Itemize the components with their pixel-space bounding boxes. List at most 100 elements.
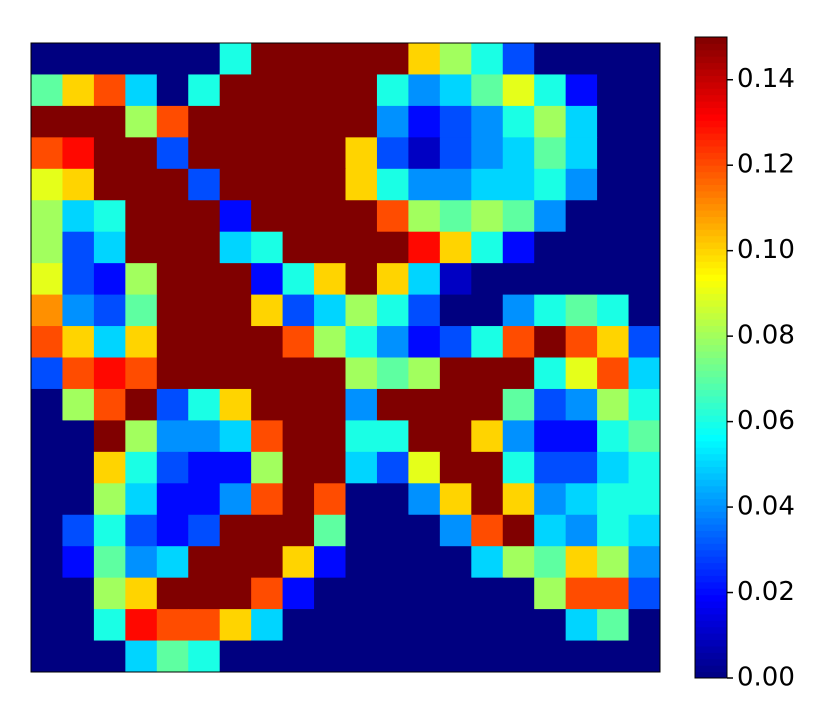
- heatmap-cell: [408, 43, 441, 75]
- colorbar-strip: [695, 274, 727, 282]
- heatmap-cell: [345, 326, 378, 358]
- colorbar-strip: [695, 620, 727, 628]
- heatmap-cell: [314, 231, 346, 264]
- heatmap-cell: [31, 483, 63, 516]
- heatmap-cell: [439, 609, 472, 642]
- heatmap-cell: [376, 74, 409, 107]
- heatmap-cell: [62, 451, 95, 484]
- colorbar-strip: [695, 43, 727, 51]
- heatmap-cell: [565, 577, 598, 610]
- heatmap-cell: [502, 326, 535, 358]
- colorbar-strip: [695, 665, 727, 673]
- heatmap-cell: [502, 640, 535, 673]
- colorbar-strip: [695, 543, 727, 551]
- heatmap-cell: [156, 546, 189, 579]
- heatmap-cell: [408, 137, 441, 170]
- colorbar-strip: [695, 325, 727, 333]
- colorbar-strip: [695, 210, 727, 217]
- heatmap-cell: [345, 388, 378, 421]
- colorbar-strip: [695, 440, 727, 448]
- colorbar-strip: [695, 517, 727, 525]
- colorbar-strip: [695, 319, 727, 326]
- heatmap-cell: [31, 168, 63, 201]
- heatmap-cell: [502, 357, 535, 390]
- heatmap-cell: [345, 294, 378, 327]
- heatmap-cell: [565, 420, 598, 453]
- heatmap-cell: [125, 640, 158, 673]
- heatmap-cell: [565, 200, 598, 233]
- heatmap-cell: [314, 609, 346, 642]
- colorbar-strip: [695, 280, 727, 288]
- heatmap-cell: [125, 105, 158, 138]
- heatmap-cell: [188, 546, 221, 579]
- heatmap-cell: [188, 294, 221, 327]
- colorbar-strip: [695, 421, 727, 429]
- heatmap-cell: [125, 263, 158, 296]
- heatmap-cell: [597, 326, 630, 358]
- heatmap-cell: [31, 200, 63, 233]
- heatmap-cell: [408, 231, 441, 264]
- colorbar-strip: [695, 178, 727, 185]
- heatmap-cell: [628, 231, 661, 264]
- heatmap-cell: [439, 483, 472, 516]
- heatmap-cell: [345, 137, 378, 170]
- colorbar-strip: [695, 203, 727, 211]
- heatmap-cell: [534, 43, 567, 75]
- heatmap-cell: [439, 263, 472, 296]
- heatmap-cell: [628, 577, 661, 610]
- heatmap-cell: [565, 105, 598, 138]
- heatmap-cell: [219, 294, 252, 327]
- heatmap-cell: [31, 137, 63, 170]
- heatmap-cell: [93, 43, 126, 75]
- heatmap-cell: [282, 357, 315, 390]
- heatmap-cell: [345, 74, 378, 107]
- colorbar-strip: [695, 524, 727, 532]
- heatmap-cell: [534, 200, 567, 233]
- heatmap-cell: [31, 514, 63, 547]
- heatmap-cell: [314, 263, 346, 296]
- heatmap-cell: [502, 168, 535, 201]
- heatmap-cell: [251, 514, 284, 547]
- heatmap-cell: [502, 263, 535, 296]
- heatmap-cell: [502, 105, 535, 138]
- heatmap-cell: [597, 388, 630, 421]
- heatmap-cell: [597, 43, 630, 75]
- heatmap-cell: [219, 43, 252, 75]
- heatmap-cell: [251, 483, 284, 516]
- heatmap-cell: [314, 326, 346, 358]
- colorbar-strip: [695, 293, 727, 301]
- heatmap-cell: [439, 640, 472, 673]
- heatmap-cell: [93, 451, 126, 484]
- heatmap-cell: [376, 514, 409, 547]
- heatmap-cell: [439, 200, 472, 233]
- colorbar-strip: [695, 338, 727, 346]
- heatmap-cell: [471, 514, 504, 547]
- heatmap-cell: [125, 357, 158, 390]
- heatmap-cell: [156, 640, 189, 673]
- heatmap-cell: [219, 200, 252, 233]
- heatmap-cell: [439, 168, 472, 201]
- heatmap-cell: [219, 326, 252, 358]
- heatmap-cell: [282, 420, 315, 453]
- heatmap-cell: [125, 326, 158, 358]
- heatmap-cell: [628, 74, 661, 107]
- colorbar-strip: [695, 184, 727, 192]
- heatmap-cell: [565, 640, 598, 673]
- heatmap-cell: [62, 640, 95, 673]
- heatmap-cell: [251, 388, 284, 421]
- colorbar-strip: [695, 363, 727, 371]
- heatmap-cell: [251, 640, 284, 673]
- colorbar-strip: [695, 485, 727, 493]
- heatmap-cell: [62, 483, 95, 516]
- heatmap-cell: [502, 546, 535, 579]
- colorbar-tick-label: 0.08: [737, 321, 795, 351]
- heatmap-cell: [282, 43, 315, 75]
- heatmap-cell: [62, 168, 95, 201]
- heatmap-cell: [502, 609, 535, 642]
- heatmap-cell: [628, 200, 661, 233]
- heatmap-cell: [156, 451, 189, 484]
- heatmap-cell: [565, 357, 598, 390]
- colorbar-strip: [695, 69, 727, 76]
- heatmap-cell: [314, 577, 346, 610]
- heatmap-cell: [219, 609, 252, 642]
